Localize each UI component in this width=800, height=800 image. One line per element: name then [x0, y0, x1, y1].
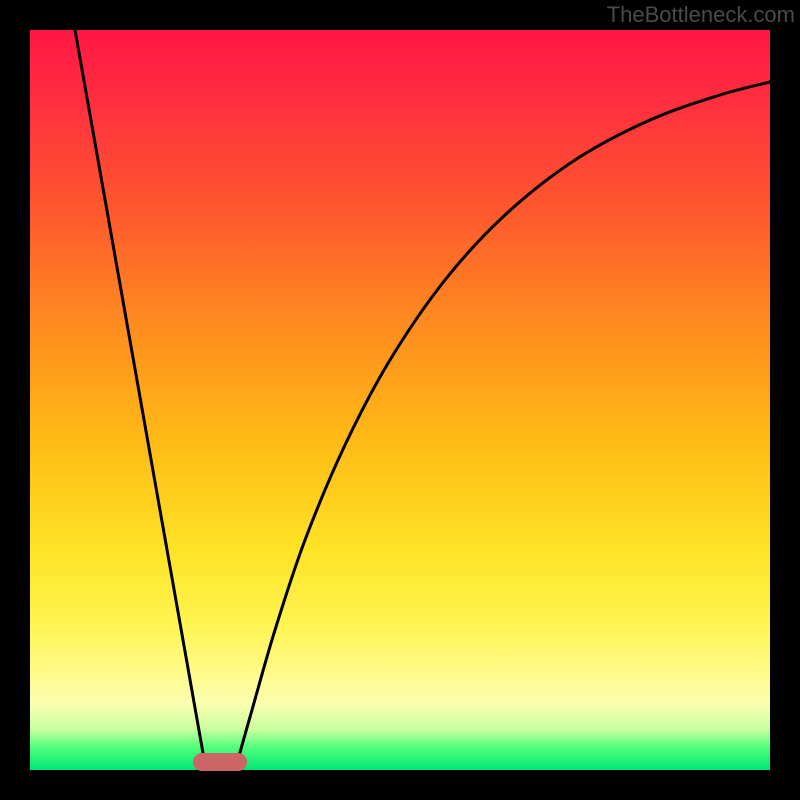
chart-frame: TheBottleneck.com: [0, 0, 800, 800]
curve-layer: [30, 30, 770, 770]
watermark-text: TheBottleneck.com: [607, 2, 795, 28]
plot-area: [30, 30, 770, 770]
bottleneck-curve: [75, 30, 770, 770]
optimal-point-marker: [193, 753, 247, 771]
